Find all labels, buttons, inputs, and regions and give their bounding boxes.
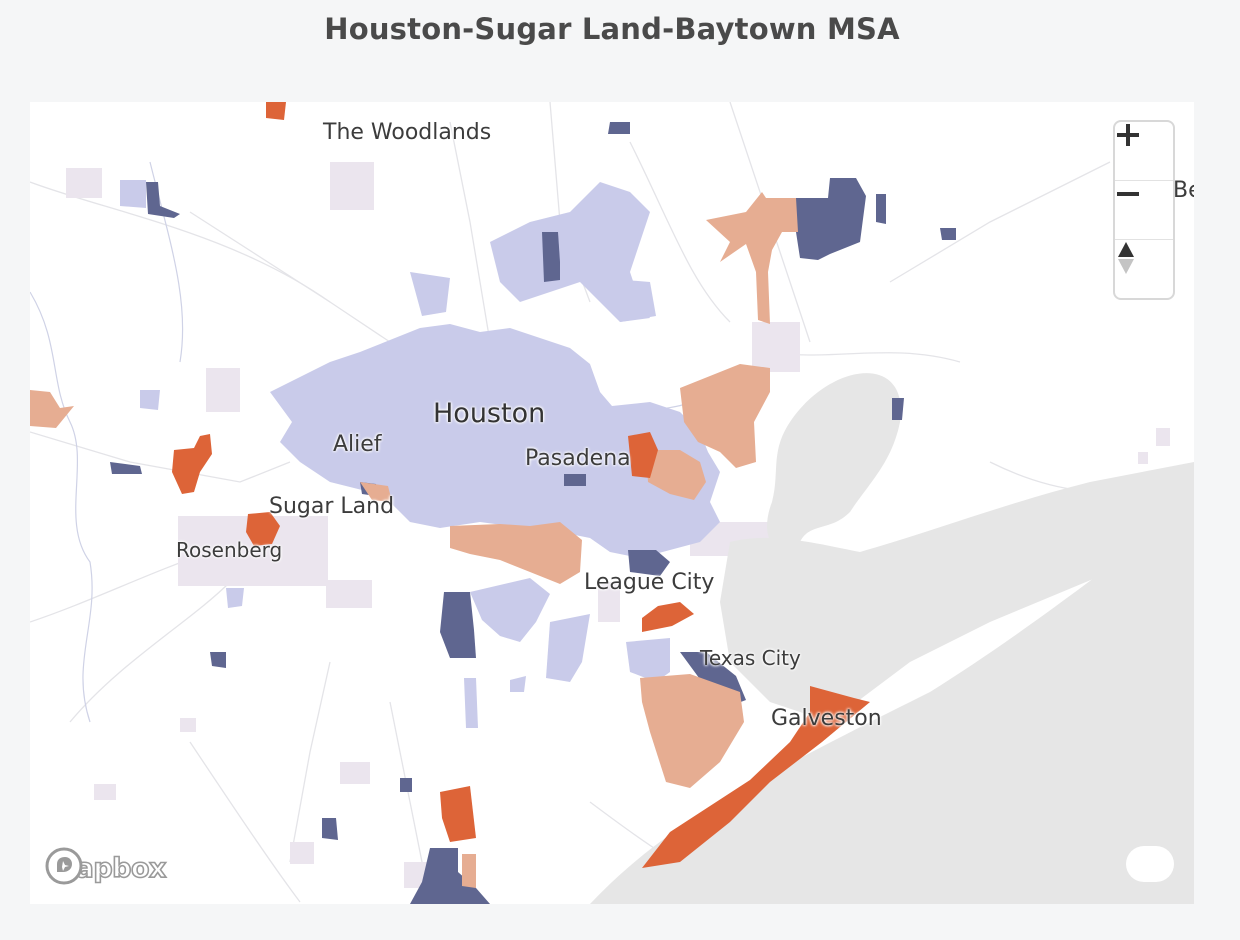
city-label-rosenberg: Rosenberg (176, 538, 283, 562)
mapbox-logo-icon (45, 847, 83, 885)
city-label-edge-partial: Be (1173, 178, 1194, 203)
city-label-the-woodlands: The Woodlands (323, 120, 492, 145)
page-title: Houston-Sugar Land-Baytown MSA (324, 12, 900, 46)
city-label-galveston: Galveston (771, 706, 882, 731)
reset-bearing-button[interactable] (1115, 240, 1173, 298)
mapbox-logo[interactable]: mapbox (44, 846, 167, 890)
light-orange-regions (30, 192, 798, 888)
dark-orange-regions (172, 102, 870, 868)
light-purple-regions (120, 180, 720, 728)
city-label-texas-city: Texas City (700, 646, 801, 670)
map-navigation-control (1113, 120, 1175, 300)
city-label-alief: Alief (333, 432, 382, 457)
compass-icon (1118, 242, 1134, 274)
map-canvas[interactable]: The Woodlands Houston Alief Pasadena Sug… (30, 102, 1194, 904)
attribution-button[interactable] (1126, 846, 1174, 882)
map-layer (30, 102, 1194, 904)
city-label-pasadena: Pasadena (525, 446, 631, 471)
dark-purple-regions (110, 122, 956, 904)
city-label-houston: Houston (433, 398, 546, 429)
zoom-in-button[interactable] (1115, 122, 1173, 181)
city-label-league-city: League City (584, 570, 715, 595)
city-label-sugar-land: Sugar Land (269, 494, 395, 519)
zoom-out-button[interactable] (1115, 181, 1173, 240)
plus-icon (1117, 124, 1139, 146)
minus-icon (1117, 192, 1139, 196)
